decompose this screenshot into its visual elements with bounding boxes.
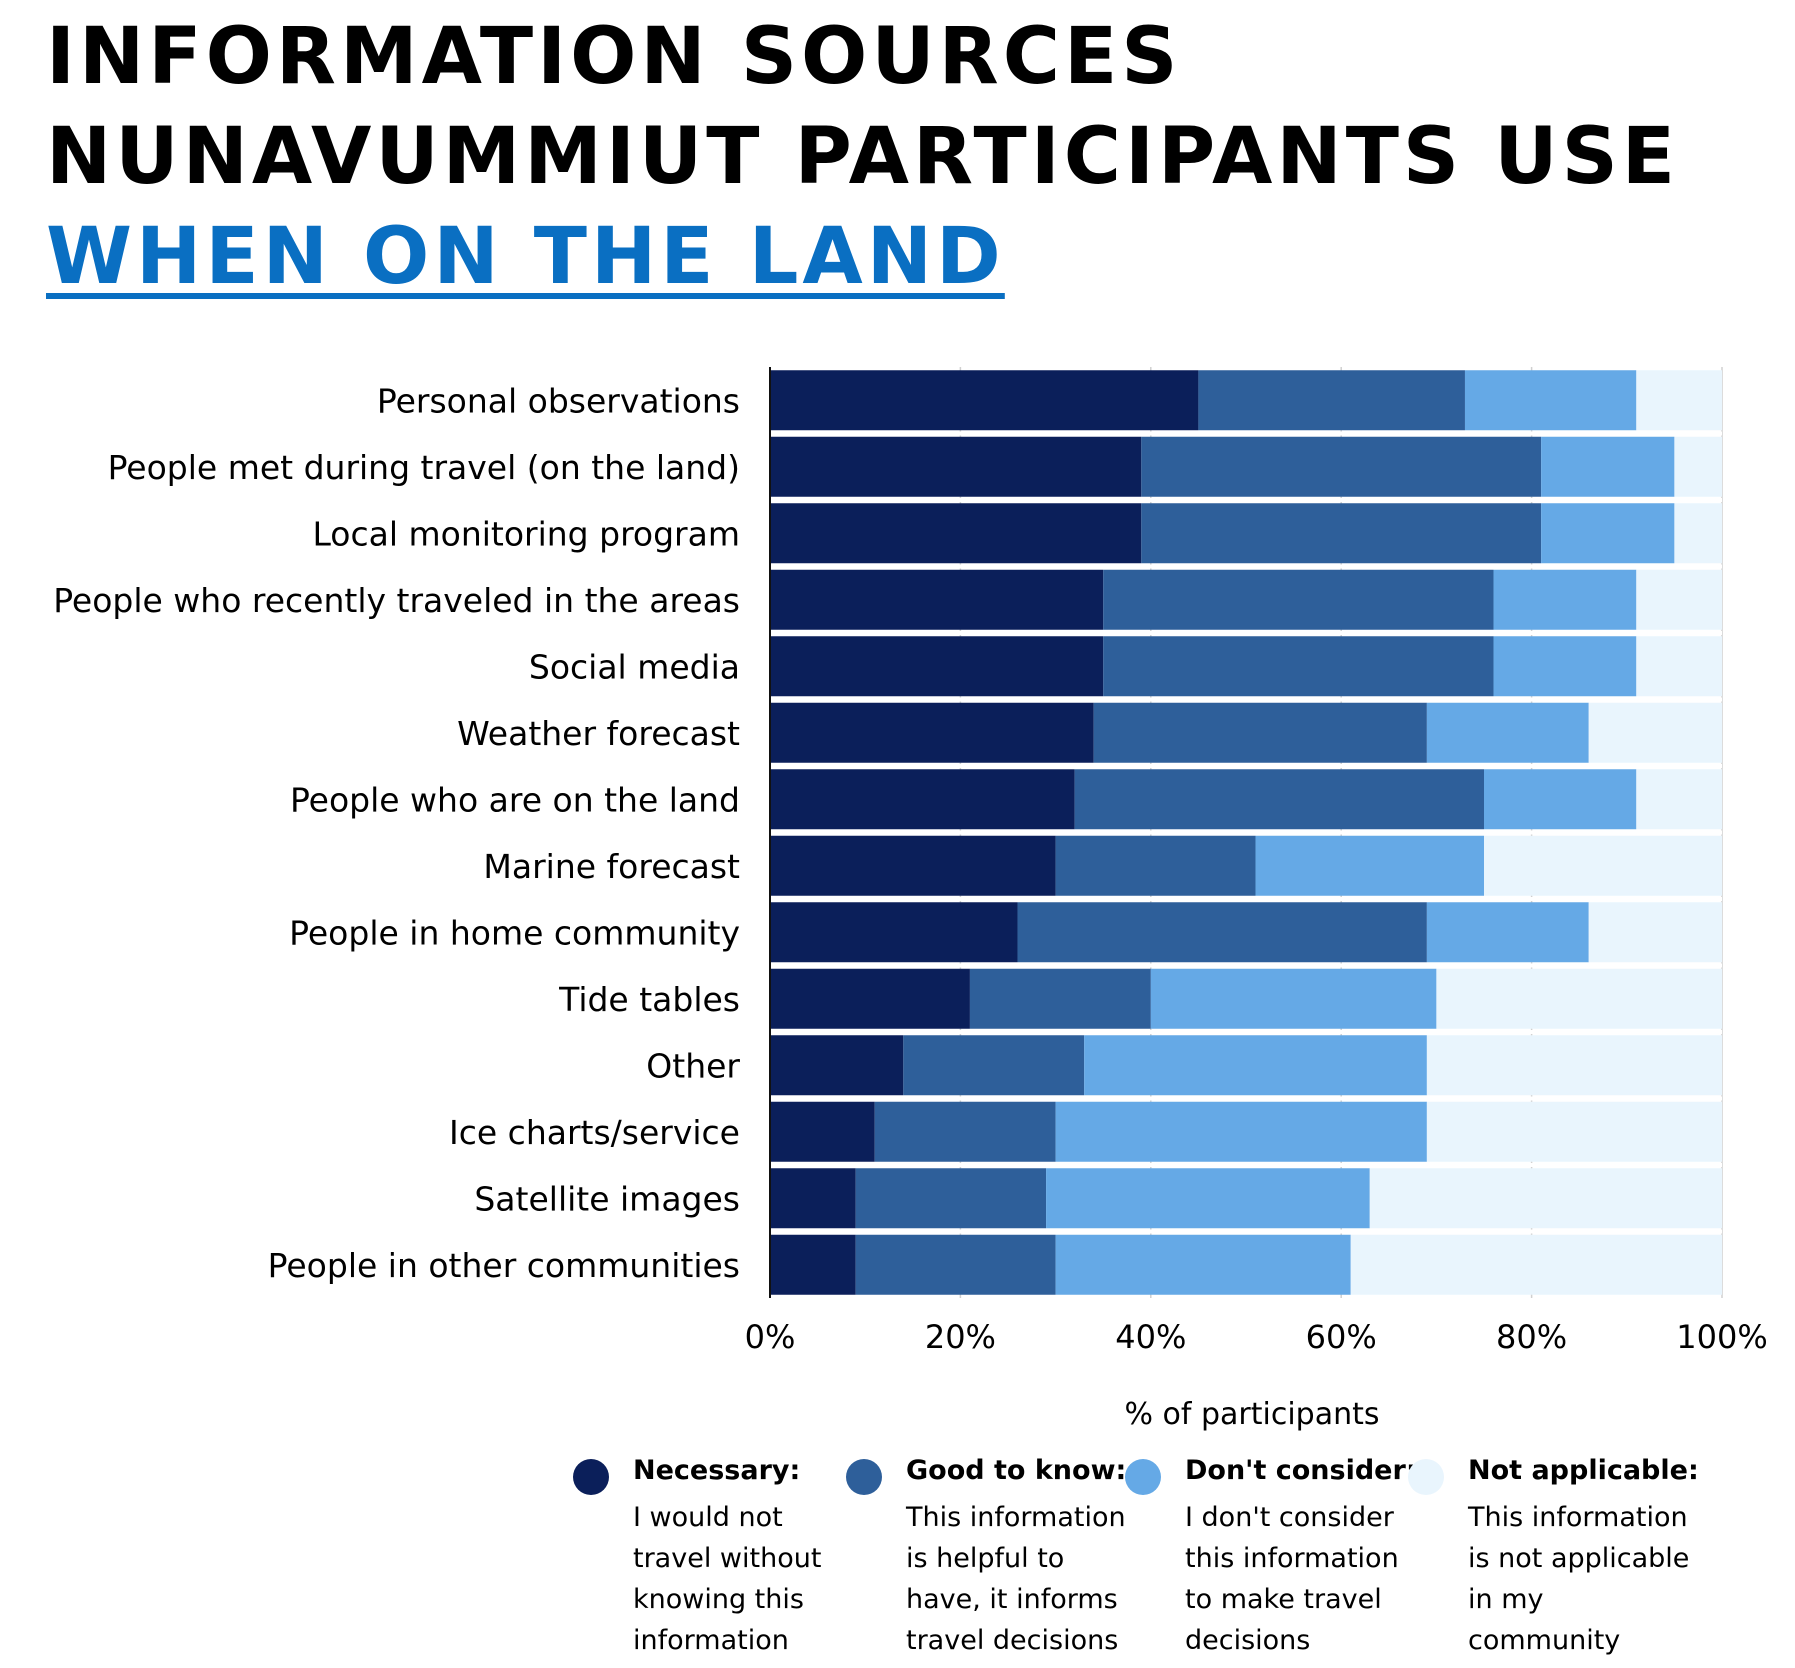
title-line-1: INFORMATION SOURCES — [46, 12, 1182, 102]
category-label-marine-forecast: Marine forecast — [483, 847, 740, 886]
category-label-people-in-other-communities: People in other communities — [268, 1246, 740, 1285]
bar-good-to-know-people-met-during-travel-on-the-land — [1141, 436, 1542, 497]
bar-good-to-know-people-in-home-community — [1017, 902, 1427, 963]
x-tick-label-20: 20% — [925, 1318, 996, 1356]
bar-good-to-know-satellite-images — [855, 1168, 1047, 1229]
bar-necessary-local-monitoring-program — [770, 503, 1142, 564]
bar-don-t-consider-tide-tables — [1150, 968, 1437, 1029]
bar-necessary-people-who-recently-traveled-in-the-areas — [770, 569, 1104, 630]
category-label-tide-tables: Tide tables — [558, 980, 740, 1019]
bar-don-t-consider-people-met-during-travel-on-the-land — [1541, 436, 1675, 497]
bar-good-to-know-people-in-other-communities — [855, 1234, 1056, 1295]
title-line-2: NUNAVUMMIUT PARTICIPANTS USE — [46, 112, 1680, 202]
bar-necessary-personal-observations — [770, 370, 1199, 431]
bar-necessary-people-in-home-community — [770, 902, 1018, 963]
legend-label-necessary: Necessary: — [633, 1455, 801, 1486]
bar-don-t-consider-marine-forecast — [1255, 835, 1484, 896]
category-label-satellite-images: Satellite images — [474, 1179, 740, 1218]
bar-good-to-know-other — [903, 1035, 1085, 1096]
bar-good-to-know-marine-forecast — [1055, 835, 1256, 896]
bar-don-t-consider-people-in-other-communities — [1055, 1234, 1351, 1295]
bar-not-applicable-people-who-are-on-the-land — [1636, 769, 1722, 830]
legend-swatch-necessary — [573, 1459, 609, 1495]
title-line-3: WHEN ON THE LAND — [46, 212, 1005, 302]
bar-not-applicable-people-met-during-travel-on-the-land — [1674, 436, 1722, 497]
legend-swatch-dont-consider — [1125, 1459, 1161, 1495]
legend-desc-dont-consider: I don't consider this information to mak… — [1185, 1502, 1399, 1656]
bar-not-applicable-satellite-images — [1369, 1168, 1722, 1229]
bar-necessary-tide-tables — [770, 968, 970, 1029]
bar-good-to-know-personal-observations — [1198, 370, 1465, 431]
bar-don-t-consider-social-media — [1493, 636, 1637, 697]
bar-don-t-consider-weather-forecast — [1426, 702, 1589, 763]
bar-not-applicable-marine-forecast — [1484, 835, 1722, 896]
bar-don-t-consider-people-in-home-community — [1426, 902, 1589, 963]
bar-good-to-know-social-media — [1103, 636, 1494, 697]
bar-not-applicable-personal-observations — [1636, 370, 1722, 431]
category-label-ice-charts-service: Ice charts/service — [449, 1113, 740, 1152]
bar-necessary-ice-charts-service — [770, 1101, 875, 1162]
legend-label-dont-consider: Don't consider: — [1185, 1455, 1417, 1486]
bar-not-applicable-tide-tables — [1436, 968, 1722, 1029]
bar-good-to-know-weather-forecast — [1093, 702, 1427, 763]
bar-necessary-marine-forecast — [770, 835, 1056, 896]
bar-not-applicable-local-monitoring-program — [1674, 503, 1722, 564]
bar-necessary-social-media — [770, 636, 1104, 697]
bar-not-applicable-people-who-recently-traveled-in-the-areas — [1636, 569, 1722, 630]
bar-good-to-know-local-monitoring-program — [1141, 503, 1542, 564]
bar-don-t-consider-people-who-are-on-the-land — [1484, 769, 1637, 830]
legend-desc-necessary: I would not travel without knowing this … — [633, 1502, 822, 1656]
category-label-people-who-are-on-the-land: People who are on the land — [290, 780, 740, 819]
x-tick-label-80: 80% — [1496, 1318, 1567, 1356]
bar-necessary-satellite-images — [770, 1168, 856, 1229]
x-tick-label-100: 100% — [1676, 1318, 1767, 1356]
bar-not-applicable-other — [1426, 1035, 1722, 1096]
legend-label-not-applicable: Not applicable: — [1468, 1455, 1699, 1486]
category-label-weather-forecast: Weather forecast — [457, 714, 740, 753]
x-tick-label-40: 40% — [1115, 1318, 1186, 1356]
bar-necessary-people-in-other-communities — [770, 1234, 856, 1295]
legend-desc-good-to-know: This information is helpful to have, it … — [906, 1502, 1126, 1656]
bar-not-applicable-weather-forecast — [1588, 702, 1722, 763]
bar-necessary-people-met-during-travel-on-the-land — [770, 436, 1142, 497]
category-label-personal-observations: Personal observations — [377, 381, 740, 420]
bar-don-t-consider-personal-observations — [1464, 370, 1637, 431]
bar-not-applicable-social-media — [1636, 636, 1722, 697]
category-label-social-media: Social media — [529, 647, 740, 686]
bar-not-applicable-ice-charts-service — [1426, 1101, 1722, 1162]
category-label-local-monitoring-program: Local monitoring program — [312, 514, 740, 553]
x-tick-label-0: 0% — [745, 1318, 796, 1356]
stacked-bar-chart: Personal observations People met during t… — [53, 367, 1768, 1432]
bar-good-to-know-ice-charts-service — [874, 1101, 1056, 1162]
bar-not-applicable-people-in-home-community — [1588, 902, 1722, 963]
category-label-other: Other — [646, 1046, 740, 1085]
category-label-people-who-recently-traveled-in-the-areas: People who recently traveled in the area… — [53, 581, 740, 620]
category-label-people-met-during-travel-on-the-land: People met during travel (on the land) — [108, 448, 740, 487]
bar-don-t-consider-people-who-recently-traveled-in-the-areas — [1493, 569, 1637, 630]
legend-swatch-good-to-know — [846, 1459, 882, 1495]
bar-necessary-people-who-are-on-the-land — [770, 769, 1075, 830]
bar-necessary-weather-forecast — [770, 702, 1094, 763]
bar-good-to-know-tide-tables — [969, 968, 1151, 1029]
legend-desc-not-applicable: This information is not applicable in my… — [1468, 1502, 1690, 1656]
legend-swatch-not-applicable — [1408, 1459, 1444, 1495]
bar-don-t-consider-satellite-images — [1046, 1168, 1370, 1229]
bar-don-t-consider-local-monitoring-program — [1541, 503, 1675, 564]
category-label-people-in-home-community: People in home community — [289, 913, 740, 952]
legend-label-good-to-know: Good to know: — [906, 1455, 1127, 1486]
bar-don-t-consider-ice-charts-service — [1055, 1101, 1427, 1162]
bar-good-to-know-people-who-are-on-the-land — [1074, 769, 1484, 830]
x-tick-label-60: 60% — [1306, 1318, 1377, 1356]
bar-not-applicable-people-in-other-communities — [1350, 1234, 1722, 1295]
bar-necessary-other — [770, 1035, 904, 1096]
x-axis-title: % of participants — [1124, 1397, 1379, 1432]
bar-good-to-know-people-who-recently-traveled-in-the-areas — [1103, 569, 1494, 630]
bar-don-t-consider-other — [1084, 1035, 1427, 1096]
